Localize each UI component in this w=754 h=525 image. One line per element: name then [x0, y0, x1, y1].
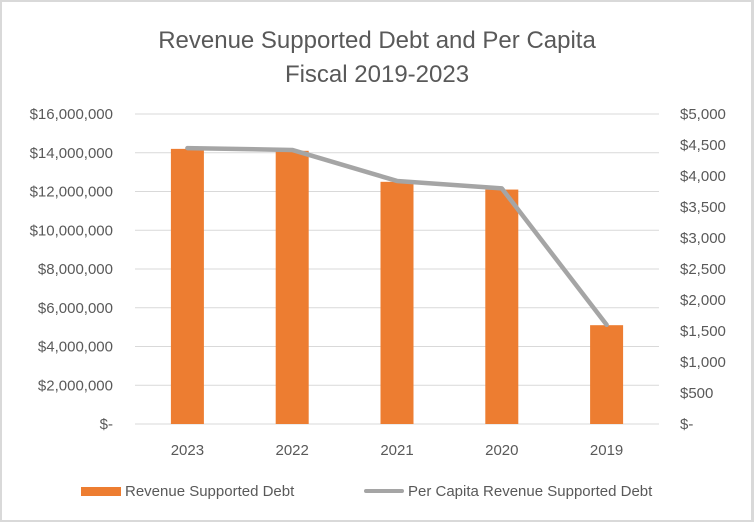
y-left-tick-label: $10,000,000 — [30, 222, 113, 239]
bar-2022 — [275, 150, 309, 424]
y-right-tick-label: $- — [680, 416, 693, 433]
bar-2020 — [485, 189, 519, 424]
x-tick-label: 2020 — [485, 442, 518, 459]
y-axis-left: $- $2,000,000 $4,000,000 $6,000,000 $8,000,0… — [30, 106, 113, 433]
y-left-tick-label: $8,000,000 — [38, 261, 113, 278]
legend: Revenue Supported Debt Per Capita Revenu… — [0, 480, 754, 502]
bar-2023 — [170, 148, 204, 424]
chart-title: Revenue Supported Debt and Per Capita — [158, 27, 596, 54]
y-right-tick-label: $3,500 — [680, 199, 726, 216]
y-right-tick-label: $500 — [680, 385, 713, 402]
chart-subtitle: Fiscal 2019-2023 — [284, 61, 470, 88]
y-right-tick-label: $2,000 — [680, 292, 726, 309]
legend-swatch-bar — [81, 486, 121, 496]
y-left-tick-label: $- — [100, 416, 113, 433]
x-tick-label: 2022 — [276, 442, 309, 459]
y-axis-right: $- $500 $1,000 $1,500 $2,000 $2,500 $3,000 $3,5… — [680, 106, 726, 433]
y-left-tick-label: $4,000,000 — [38, 339, 113, 356]
y-right-tick-label: $3,000 — [680, 230, 726, 247]
y-left-tick-label: $14,000,000 — [30, 145, 113, 162]
line-series — [185, 145, 609, 328]
y-right-tick-label: $2,500 — [680, 261, 726, 278]
y-right-tick-label: $5,000 — [680, 106, 726, 123]
legend-item-line: Per Capita Revenue Supported Debt — [364, 480, 652, 502]
y-left-tick-label: $2,000,000 — [38, 377, 113, 394]
y-left-tick-label: $16,000,000 — [30, 106, 113, 123]
x-tick-label: 2019 — [590, 442, 623, 459]
y-right-tick-label: $1,500 — [680, 323, 726, 340]
y-left-tick-label: $12,000,000 — [30, 184, 113, 201]
x-tick-label: 2023 — [171, 442, 204, 459]
y-left-tick-label: $6,000,000 — [38, 300, 113, 317]
legend-swatch-line — [364, 489, 404, 493]
y-right-tick-label: $4,000 — [680, 168, 726, 185]
bar-2019 — [590, 325, 624, 424]
legend-label-bar: Revenue Supported Debt — [125, 482, 295, 500]
legend-item-bar: Revenue Supported Debt — [81, 480, 294, 502]
y-right-tick-label: $1,000 — [680, 354, 726, 371]
y-right-tick-label: $4,500 — [680, 137, 726, 154]
bar-2021 — [380, 181, 414, 424]
x-tick-label: 2021 — [380, 442, 413, 459]
x-axis: 2023 2022 2021 2020 2019 — [171, 442, 624, 459]
legend-label-line: Per Capita Revenue Supported Debt — [408, 482, 653, 500]
bar-series — [170, 148, 624, 424]
